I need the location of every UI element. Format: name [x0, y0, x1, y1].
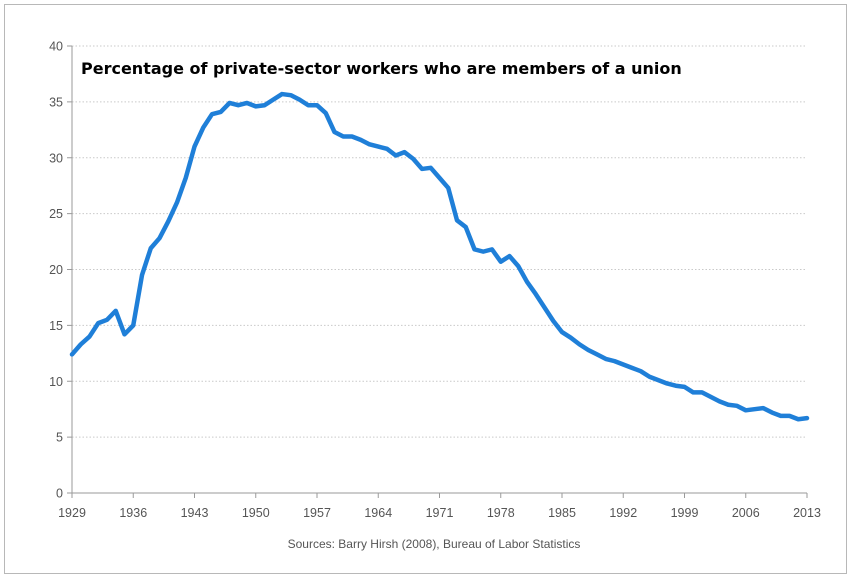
y-tick-label: 35	[49, 95, 63, 109]
x-tick-label: 2006	[732, 506, 760, 520]
x-tick-label: 1978	[487, 506, 515, 520]
x-tick-label: 1964	[364, 506, 392, 520]
x-tick-label: 1992	[609, 506, 637, 520]
x-tick-label: 1999	[671, 506, 699, 520]
y-tick-label: 20	[49, 263, 63, 277]
x-tick-label: 1985	[548, 506, 576, 520]
chart-source-note: Sources: Barry Hirsh (2008), Bureau of L…	[288, 537, 581, 551]
chart-frame	[4, 4, 847, 574]
x-tick-label: 1929	[58, 506, 86, 520]
series-line	[69, 91, 810, 422]
x-tick-label: 1957	[303, 506, 331, 520]
y-tick-label: 15	[49, 319, 63, 333]
tick-labels: 0 5 10 15 20 25 30 35 40 1929 1936 1943 1950 1957 1964…	[49, 40, 821, 521]
x-tick-label: 1936	[119, 506, 147, 520]
gridlines	[72, 45, 807, 438]
y-tick-label: 25	[49, 207, 63, 221]
axes	[67, 45, 808, 498]
x-tick-label: 1950	[242, 506, 270, 520]
chart-title: Percentage of private-sector workers who…	[81, 59, 682, 78]
y-tick-label: 5	[56, 431, 63, 445]
y-tick-label: 10	[49, 375, 63, 389]
x-tick-label: 1971	[426, 506, 454, 520]
y-tick-label: 0	[56, 487, 63, 501]
x-tick-label: 2013	[793, 506, 821, 520]
series-layer	[69, 91, 810, 422]
y-tick-label: 40	[49, 40, 63, 54]
y-tick-label: 30	[49, 151, 63, 165]
x-tick-label: 1943	[181, 506, 209, 520]
